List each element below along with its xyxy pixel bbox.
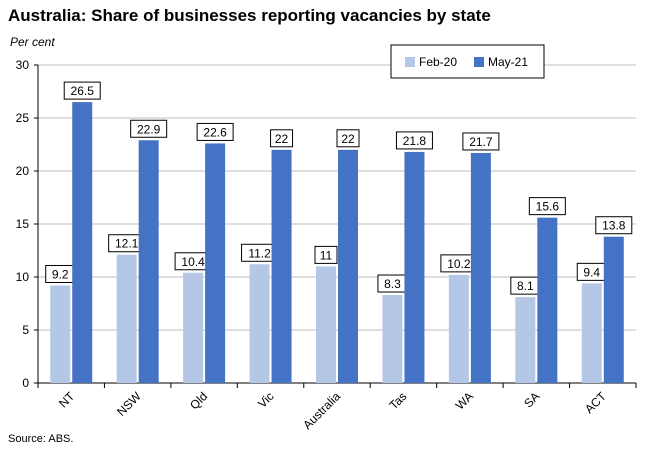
- y-tick-label: 25: [16, 111, 30, 125]
- data-label: 22.9: [137, 122, 161, 136]
- bar-feb20: [448, 274, 469, 383]
- data-label-box: [528, 197, 566, 216]
- data-label-box: [336, 129, 360, 148]
- bar-feb20: [316, 266, 336, 383]
- data-label: 13.8: [602, 219, 626, 233]
- x-tick-label: SA: [521, 389, 542, 410]
- data-label-box: [395, 131, 433, 150]
- data-label: 11.2: [248, 246, 271, 260]
- data-label: 21.7: [469, 135, 493, 149]
- bar-feb20: [116, 254, 137, 383]
- data-label: 11: [320, 248, 333, 262]
- bar-may21: [603, 236, 624, 383]
- bar-may21: [470, 152, 491, 383]
- data-label: 15.6: [536, 200, 560, 214]
- data-label: 9.4: [583, 265, 600, 279]
- legend-swatch-may21: [474, 57, 484, 67]
- bar-may21: [72, 102, 93, 383]
- bar-feb20: [515, 297, 536, 383]
- x-tick-label: Vic: [255, 389, 277, 411]
- data-label-box: [314, 245, 338, 264]
- data-label-box: [462, 132, 500, 151]
- data-label: 22: [275, 132, 289, 146]
- y-tick-label: 5: [22, 323, 29, 337]
- data-label: 8.1: [517, 279, 534, 293]
- y-tick-label: 0: [22, 376, 29, 390]
- legend-box: [390, 44, 545, 79]
- x-tick-label: NT: [56, 389, 78, 411]
- bar-may21: [404, 151, 425, 383]
- x-tick-label: WA: [453, 389, 476, 412]
- chart-title: Australia: Share of businesses reporting…: [8, 6, 491, 25]
- data-label-box: [196, 122, 234, 141]
- bar-feb20: [183, 272, 204, 383]
- x-tick-label: Australia: [300, 389, 343, 432]
- bar-feb20: [581, 283, 602, 383]
- data-label-box: [270, 129, 294, 148]
- data-label: 22.6: [203, 125, 227, 139]
- x-tick-label: Qld: [187, 389, 210, 412]
- legend-label-may21: May-21: [488, 55, 528, 69]
- data-label-box: [130, 119, 168, 138]
- legend-label-feb20: Feb-20: [419, 55, 457, 69]
- y-tick-label: 20: [16, 164, 30, 178]
- y-axis-label: Per cent: [10, 35, 55, 49]
- x-tick-label: Tas: [386, 389, 409, 412]
- y-tick-label: 15: [16, 217, 30, 231]
- data-label: 22: [341, 132, 355, 146]
- source-note: Source: ABS.: [8, 433, 74, 445]
- data-label: 26.5: [71, 84, 95, 98]
- data-label: 8.3: [384, 277, 401, 291]
- data-label: 10.2: [447, 257, 471, 271]
- bar-may21: [338, 149, 358, 383]
- data-label: 9.2: [52, 267, 69, 281]
- bar-may21: [537, 217, 558, 383]
- bar-feb20: [382, 295, 403, 383]
- y-tick-label: 10: [16, 270, 30, 284]
- bar-may21: [205, 143, 226, 383]
- x-tick-label: NSW: [114, 389, 144, 419]
- bar-may21: [271, 149, 292, 383]
- bar-may21: [138, 140, 159, 383]
- data-label: 10.4: [181, 255, 205, 269]
- data-label: 21.8: [403, 134, 427, 148]
- y-tick-label: 30: [16, 58, 30, 72]
- data-label-box: [595, 216, 633, 235]
- bar-feb20: [50, 285, 71, 383]
- data-label: 12.1: [115, 237, 139, 251]
- data-label-box: [63, 81, 101, 100]
- bar-feb20: [249, 264, 270, 383]
- legend-swatch-feb20: [405, 57, 415, 67]
- x-tick-label: ACT: [582, 389, 609, 416]
